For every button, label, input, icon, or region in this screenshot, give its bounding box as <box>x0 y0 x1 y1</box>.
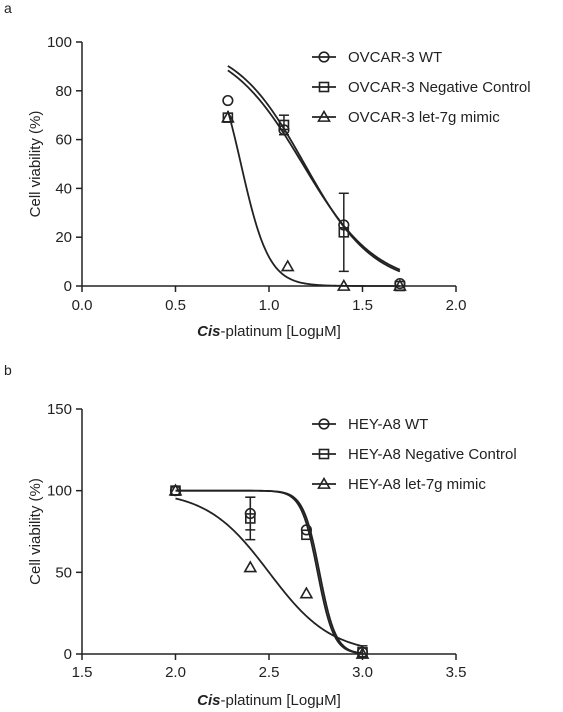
x-tick-label: 3.0 <box>352 664 373 681</box>
legend-marker-square <box>318 81 330 93</box>
error-bar <box>338 192 349 273</box>
x-axis-label-rest: -platinum [LogμM] <box>220 323 340 340</box>
data-point-square <box>301 529 312 541</box>
y-tick-label: 60 <box>55 132 72 149</box>
y-tick-label: 100 <box>47 34 72 51</box>
x-tick-label: 1.0 <box>259 297 280 314</box>
x-tick-label: 0.5 <box>165 297 186 314</box>
x-axis-label: Cis-platinum [LogμM] <box>197 692 341 709</box>
x-tick-label: 2.0 <box>165 664 186 681</box>
legend-marker-circle <box>318 418 330 430</box>
series-triangle <box>220 110 407 291</box>
legend-label: HEY-A8 Negative Control <box>348 446 517 463</box>
data-point-triangle <box>355 646 370 659</box>
legend-entry: HEY-A8 Negative Control <box>312 446 517 463</box>
data-point-triangle <box>243 560 258 573</box>
x-axis-label-rest: -platinum [LogμM] <box>220 692 340 709</box>
y-tick-label: 80 <box>55 83 72 100</box>
fit-curve <box>227 69 401 271</box>
x-tick-label: 1.5 <box>352 297 373 314</box>
y-tick-label: 40 <box>55 180 72 197</box>
data-point-square <box>338 227 350 238</box>
legend-label: OVCAR-3 WT <box>348 49 442 66</box>
y-axis-label: Cell viability (%) <box>27 478 44 585</box>
panel-b: b 0 50 100 150 1.5 2.0 2.5 3.0 3.5 Cell viability … <box>4 362 517 709</box>
fit-curve <box>227 65 401 273</box>
data-point-square <box>245 513 256 524</box>
x-tick-label: 2.0 <box>446 297 467 314</box>
legend-entry: OVCAR-3 WT <box>312 49 442 66</box>
fit-curve <box>226 110 400 287</box>
legend-label: HEY-A8 WT <box>348 416 428 433</box>
data-point-circle <box>222 94 234 107</box>
error-bar <box>245 496 256 541</box>
x-axis-label-italic: Cis <box>197 692 220 709</box>
data-point-triangle <box>280 259 295 272</box>
y-tick-label: 100 <box>47 483 72 500</box>
data-point-triangle <box>220 110 235 123</box>
x-tick-label: 1.5 <box>72 664 93 681</box>
legend-label: OVCAR-3 Negative Control <box>348 79 531 96</box>
y-tick-label: 50 <box>55 564 72 581</box>
error-bar <box>278 114 289 136</box>
series-triangle <box>168 483 370 659</box>
legend-entry: HEY-A8 let-7g mimic <box>312 476 486 493</box>
legend-entry: OVCAR-3 Negative Control <box>312 79 531 96</box>
legend-entry: OVCAR-3 let-7g mimic <box>312 109 500 126</box>
x-tick-label: 2.5 <box>259 664 280 681</box>
series-square <box>222 65 406 292</box>
legend-marker-triangle <box>317 109 331 122</box>
data-point-triangle <box>336 278 351 291</box>
panel-a: a 0 20 40 60 80 100 0.0 0.5 1.0 1.5 2.0 Cell viabili… <box>4 0 531 340</box>
fit-curve <box>175 489 363 655</box>
x-axis-label: Cis-platinum [LogμM] <box>197 323 341 340</box>
fit-curve <box>175 497 363 648</box>
legend-label: HEY-A8 let-7g mimic <box>348 476 486 493</box>
data-point-triangle <box>168 483 183 496</box>
y-tick-label: 20 <box>55 229 72 246</box>
y-tick-label: 150 <box>47 401 72 418</box>
data-point-triangle <box>299 586 314 599</box>
panel-label: b <box>4 362 12 378</box>
y-axis-label: Cell viability (%) <box>27 111 44 218</box>
x-axis-label-italic: Cis <box>197 323 220 340</box>
x-tick-label: 0.0 <box>72 297 93 314</box>
legend-label: OVCAR-3 let-7g mimic <box>348 109 500 126</box>
legend-marker-circle <box>318 51 330 63</box>
x-tick-label: 3.5 <box>446 664 467 681</box>
panel-label: a <box>4 0 12 16</box>
legend-marker-triangle <box>317 476 331 489</box>
legend-marker-square <box>318 448 330 460</box>
data-point-square <box>278 119 290 131</box>
data-point-triangle <box>393 278 407 291</box>
y-tick-label: 0 <box>64 646 72 663</box>
legend-entry: HEY-A8 WT <box>312 416 428 433</box>
y-tick-label: 0 <box>64 278 72 295</box>
